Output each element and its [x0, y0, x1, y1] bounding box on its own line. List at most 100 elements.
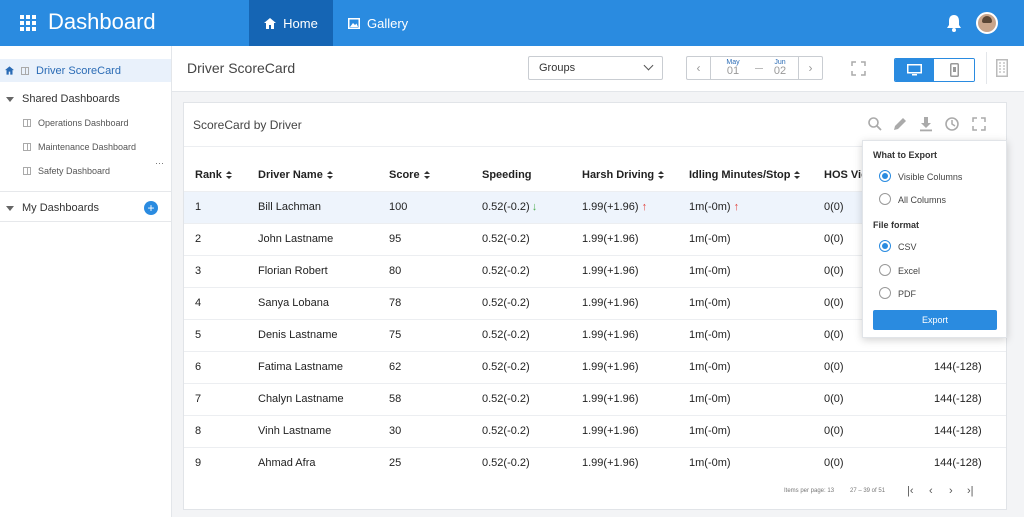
table-row[interactable]: 4 Sanya Lobana 78 0.52(-0.2) 1.99(+1.96) 1m(-… — [184, 286, 1006, 319]
cell-score: 95 — [389, 222, 482, 255]
cell-score-value: 25 — [389, 457, 402, 470]
table-row[interactable]: 7 Chalyn Lastname 58 0.52(-0.2) 1.99(+1.96) 1… — [184, 382, 1006, 415]
cell-score-value: 58 — [389, 393, 402, 405]
items-per-page[interactable]: Items per page: 13 — [784, 488, 835, 494]
cell-rank: 5 — [184, 318, 258, 351]
nav-home-label: Home — [283, 15, 318, 31]
cell-hos-value: 0(0) — [824, 329, 844, 341]
nav-home[interactable]: Home — [249, 0, 333, 46]
add-dashboard-button[interactable]: + — [144, 201, 158, 215]
trend-up-icon: ↑ — [641, 201, 648, 213]
cell-idling: 1m(-0m) — [689, 286, 824, 319]
date-to-month: Jun — [774, 59, 786, 66]
cell-extra: 144(-128) — [934, 382, 1006, 415]
cell-speeding-value: 0.52(-0.2) — [482, 457, 530, 470]
column-header-rank[interactable]: Rank — [184, 159, 258, 191]
radio-excel[interactable] — [879, 264, 891, 276]
cell-rank: 1 — [184, 190, 258, 223]
cell-rank: 6 — [184, 350, 258, 383]
fullscreen-icon[interactable] — [851, 61, 866, 76]
radio-csv[interactable] — [879, 240, 891, 252]
search-icon[interactable] — [867, 116, 883, 132]
apps-grid-icon[interactable] — [20, 15, 36, 31]
column-header-idling[interactable]: Idling Minutes/Stop — [689, 159, 824, 191]
cell-extra-value: 144(-128) — [934, 457, 982, 470]
table-row[interactable]: 6 Fatima Lastname 62 0.52(-0.2) 1.99(+1.96) 1… — [184, 350, 1006, 383]
cell-idling: 1m(-0m) — [689, 350, 824, 383]
export-button[interactable]: Export — [873, 310, 997, 330]
cell-idling-value: 1m(-0m) — [689, 361, 731, 373]
next-page-icon[interactable]: › — [949, 485, 953, 497]
chevron-right-icon[interactable]: › — [798, 57, 822, 79]
cell-harsh-driving-value: 1.99(+1.96) — [582, 265, 639, 277]
desktop-icon — [907, 64, 922, 76]
my-dashboards-label: My Dashboards — [22, 202, 100, 214]
cell-score: 62 — [389, 350, 482, 383]
first-page-icon[interactable]: |‹ — [907, 485, 914, 497]
table-row[interactable]: 8 Vinh Lastname 30 0.52(-0.2) 1.99(+1.96) 1m(… — [184, 414, 1006, 447]
card-divider — [184, 146, 1006, 147]
cell-idling-value: 1m(-0m) — [689, 297, 731, 309]
date-from[interactable]: May 01 — [715, 59, 751, 77]
sidebar-item-safety[interactable]: Safety Dashboard — [0, 164, 171, 178]
divider — [986, 52, 987, 84]
column-header-driver-name[interactable]: Driver Name — [258, 159, 389, 191]
cell-driver-name-value: Fatima Lastname — [258, 361, 343, 373]
cell-driver-name: John Lastname — [258, 222, 389, 255]
prev-page-icon[interactable]: ‹ — [929, 485, 933, 497]
chevron-left-icon[interactable]: ‹ — [687, 57, 711, 79]
clock-icon[interactable] — [944, 116, 960, 132]
date-range-picker[interactable]: ‹ May 01 Jun 02 › — [686, 56, 823, 80]
radio-all-columns[interactable] — [879, 193, 891, 205]
notifications-bell-icon[interactable] — [946, 14, 962, 32]
cell-driver-name-value: Chalyn Lastname — [258, 393, 344, 405]
sort-icon — [225, 170, 232, 179]
user-avatar[interactable] — [976, 12, 998, 34]
date-to[interactable]: Jun 02 — [762, 59, 798, 77]
cell-harsh-driving: 1.99(+1.96) — [582, 222, 689, 255]
desktop-view-button[interactable] — [895, 59, 934, 81]
cell-rank-value: 6 — [195, 361, 202, 373]
table-row[interactable]: 9 Ahmad Afra 25 0.52(-0.2) 1.99(+1.96) 1m(-0m… — [184, 446, 1006, 479]
cell-speeding: 0.52(-0.2) ↓ — [482, 190, 582, 223]
cell-driver-name-value: Denis Lastname — [258, 329, 338, 341]
column-header-harsh-driving[interactable]: Harsh Driving — [582, 159, 689, 191]
dashboard-icon — [23, 143, 31, 151]
cell-driver-name-value: Sanya Lobana — [258, 297, 329, 309]
export-popover: What to Export Visible Columns All Colum… — [862, 140, 1007, 338]
sidebar-item-driver-scorecard[interactable]: Driver ScoreCard — [0, 59, 171, 82]
cell-score: 30 — [389, 414, 482, 447]
sidebar-item-maintenance[interactable]: Maintenance Dashboard — [0, 140, 171, 154]
edit-icon[interactable] — [892, 116, 908, 132]
mobile-view-button[interactable] — [935, 59, 974, 81]
cell-rank-value: 4 — [195, 297, 202, 309]
table-row[interactable]: 5 Denis Lastname 75 0.52(-0.2) 1.99(+1.96) 1m… — [184, 318, 1006, 351]
last-page-icon[interactable]: ›| — [967, 485, 974, 497]
expand-icon[interactable] — [971, 116, 987, 132]
caret-down-icon — [6, 205, 14, 211]
sidebar-item-operations[interactable]: Operations Dashboard — [0, 116, 171, 130]
building-icon[interactable] — [996, 59, 1008, 77]
page-range: 27 – 39 of 51 — [850, 488, 886, 494]
shared-dashboards-header[interactable]: Shared Dashboards — [0, 91, 171, 107]
column-header-hos[interactable]: HOS Vio — [824, 159, 934, 191]
groups-select[interactable]: Groups — [528, 56, 663, 80]
cell-harsh-driving: 1.99(+1.96) — [582, 446, 689, 479]
more-options-icon[interactable]: ··· — [155, 158, 164, 168]
cell-driver-name-value: Bill Lachman — [258, 201, 321, 213]
column-header-score[interactable]: Score — [389, 159, 482, 191]
my-dashboards-header[interactable]: My Dashboards — [0, 200, 171, 216]
radio-visible-columns[interactable] — [879, 170, 891, 182]
table-header-row: Rank Driver Name Score Speeding Harsh Dr… — [184, 159, 1006, 191]
radio-pdf[interactable] — [879, 287, 891, 299]
column-header-speeding[interactable]: Speeding — [482, 159, 582, 191]
nav-gallery[interactable]: Gallery — [348, 0, 408, 46]
sidebar-divider — [0, 221, 171, 222]
cell-speeding-value: 0.52(-0.2) — [482, 297, 530, 309]
top-bar: Dashboard Home Gallery — [0, 0, 1024, 46]
cell-hos: 0(0) — [824, 382, 934, 415]
trend-up-icon: ↑ — [733, 201, 740, 213]
cell-idling: 1m(-0m) — [689, 222, 824, 255]
download-icon[interactable] — [918, 116, 934, 132]
cell-score-value: 80 — [389, 265, 402, 277]
